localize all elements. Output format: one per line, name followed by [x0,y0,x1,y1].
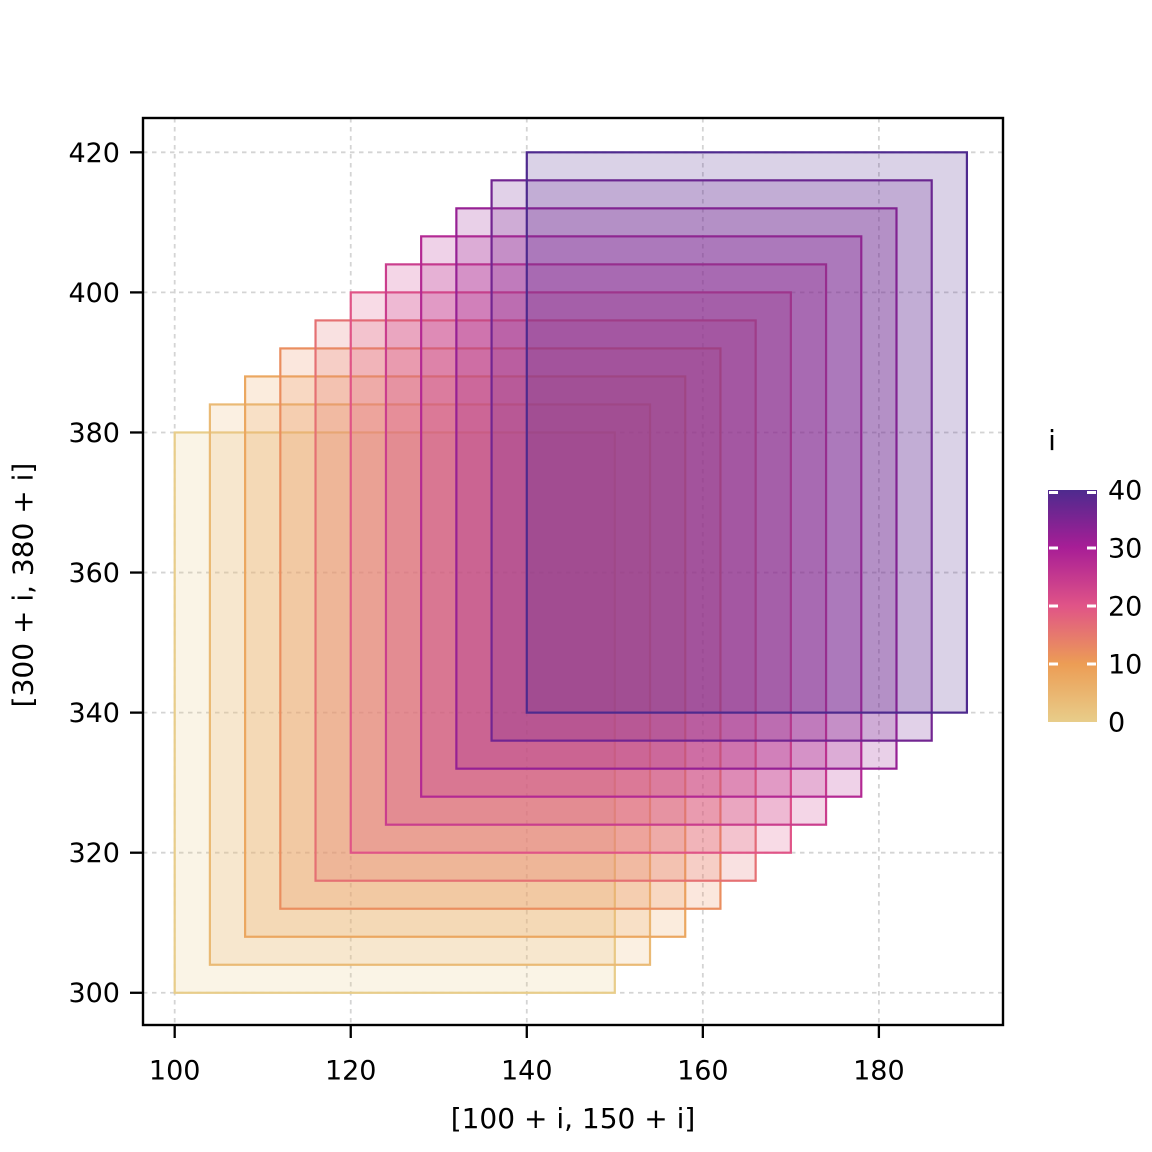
data-rect-i-16 [314,319,757,882]
data-rect-i-8 [244,375,687,938]
x-tick-label-160: 160 [677,1055,729,1086]
x-axis-title: [100 + i, 150 + i] [450,1102,696,1135]
x-tick-label-140: 140 [501,1055,553,1086]
y-tick-label-380: 380 [68,418,120,449]
legend-tick-label-20: 20 [1108,591,1142,622]
data-rect-i-20 [349,291,792,854]
data-rect-i-28 [420,235,863,798]
legend-tick-label-30: 30 [1108,533,1142,564]
x-tick-label-120: 120 [325,1055,377,1086]
legend-title: i [1048,424,1056,457]
data-rect-i-12 [279,347,722,910]
data-rect-i-4 [208,403,652,966]
data-rect-i-40 [525,151,969,714]
data-rect-i-32 [455,207,898,770]
y-tick-label-340: 340 [68,698,120,729]
y-tick-label-320: 320 [68,838,120,869]
data-rect-i-24 [384,263,828,826]
y-tick-label-360: 360 [68,558,120,589]
x-tick-label-100: 100 [149,1055,201,1086]
y-tick-label-400: 400 [68,278,120,309]
legend-tick-label-40: 40 [1108,475,1142,506]
data-rect-i-36 [490,179,933,742]
legend-tick-label-0: 0 [1108,707,1125,738]
x-tick-label-180: 180 [853,1055,905,1086]
legend-tick-label-10: 10 [1108,649,1142,680]
y-axis-title: [300 + i, 380 + i] [6,462,40,708]
y-tick-label-420: 420 [68,138,120,169]
y-tick-label-300: 300 [68,978,120,1009]
